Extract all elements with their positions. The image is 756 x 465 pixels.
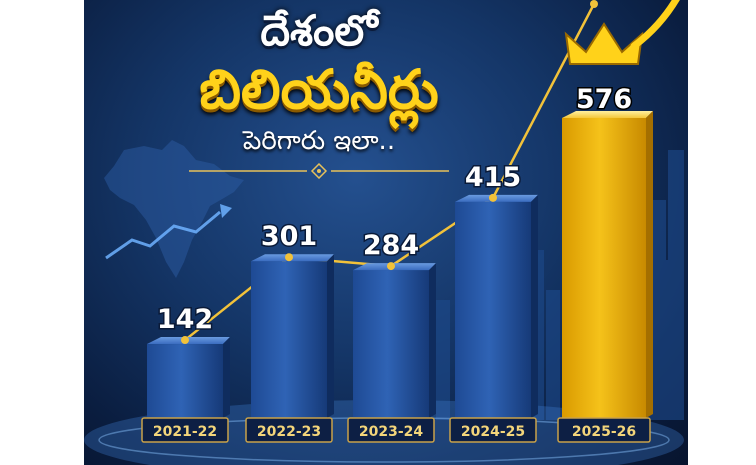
bar-group-2025-26: [562, 111, 653, 418]
bar-chart: 2021-22 142 2022-23 301 2023-24 284 2024-25 415…: [141, 0, 680, 443]
category-label-2023-24: 2023-24: [359, 424, 424, 440]
category-label-2021-22: 2021-22: [153, 424, 217, 440]
value-label-2023-24: 284: [363, 230, 419, 261]
bar-side-2024-25: [531, 194, 538, 418]
category-label-2024-25: 2024-25: [461, 424, 525, 440]
title-line1: దేశంలో: [260, 6, 378, 55]
value-label-2025-26: 576: [576, 84, 632, 115]
bar-group-2024-25: [455, 194, 538, 418]
category-box-2023-24: [347, 417, 435, 443]
category-box-2021-22: [141, 417, 229, 443]
bar-group-2022-23: [251, 254, 334, 418]
value-label-2021-22: 142: [157, 304, 213, 335]
category-label-2022-23: 2022-23: [257, 424, 321, 440]
title-line2: బిలియనీర్లు: [199, 58, 439, 121]
poster: దేశంలో బిలియనీర్లు పెరిగారు ఇలా.. 2021-2…: [84, 0, 688, 465]
trend-point-2021-22: [181, 336, 189, 345]
bar-top-2025-26: [562, 111, 653, 118]
up-arrow-icon: [630, 0, 680, 50]
india-map-icon: [104, 140, 244, 278]
map-trend-arrowhead: [220, 204, 232, 218]
bar-2025-26: [562, 118, 646, 418]
value-label-2024-25: 415: [465, 162, 521, 193]
bar-2024-25: [455, 201, 531, 418]
bar-2021-22: [147, 344, 223, 418]
category-box-2022-23: [245, 417, 333, 443]
bar-2023-24: [353, 270, 429, 418]
trend-point-2025-26: [590, 0, 598, 8]
value-label-2022-23: 301: [261, 221, 317, 252]
trend-point-2024-25: [489, 193, 497, 202]
trend-point-2022-23: [285, 253, 293, 262]
bar-group-2023-24: [353, 263, 436, 418]
bar-side-2023-24: [429, 263, 436, 418]
bar-side-2025-26: [646, 111, 653, 418]
title-ornament: [189, 163, 449, 179]
category-label-2025-26: 2025-26: [572, 424, 636, 440]
bar-side-2022-23: [327, 254, 334, 418]
trend-point-2023-24: [387, 262, 395, 271]
category-box-2024-25: [449, 417, 537, 443]
bar-group-2021-22: [147, 337, 230, 418]
crown-icon: [564, 22, 644, 65]
map-trend-line: [105, 210, 221, 260]
title-line3: పెరిగారు ఇలా..: [242, 126, 396, 156]
title-block: దేశంలో బిలియనీర్లు పెరిగారు ఇలా..: [84, 0, 554, 190]
bar-2022-23: [251, 261, 327, 418]
bar-side-2021-22: [223, 337, 230, 418]
category-box-2025-26: [557, 417, 651, 443]
